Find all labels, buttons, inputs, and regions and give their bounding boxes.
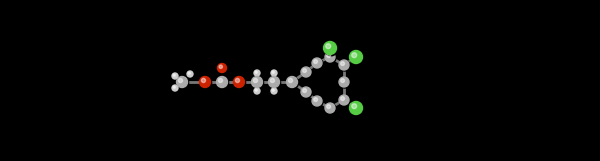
Circle shape	[251, 76, 263, 87]
Circle shape	[271, 70, 277, 76]
Circle shape	[302, 87, 312, 98]
Circle shape	[352, 104, 356, 109]
Circle shape	[254, 88, 260, 94]
Circle shape	[341, 97, 344, 100]
Circle shape	[339, 95, 349, 105]
Circle shape	[172, 73, 179, 80]
Circle shape	[254, 70, 260, 77]
Circle shape	[217, 76, 227, 87]
Circle shape	[271, 88, 278, 95]
Circle shape	[314, 60, 317, 63]
Circle shape	[218, 78, 223, 83]
Circle shape	[314, 98, 317, 101]
Circle shape	[340, 95, 350, 106]
Circle shape	[301, 67, 311, 77]
Circle shape	[340, 77, 350, 88]
Circle shape	[202, 78, 206, 83]
Circle shape	[233, 76, 245, 87]
Circle shape	[176, 76, 187, 87]
Circle shape	[177, 77, 188, 89]
Circle shape	[235, 78, 239, 83]
Circle shape	[303, 89, 307, 93]
Circle shape	[254, 70, 260, 76]
Circle shape	[178, 78, 182, 83]
Circle shape	[352, 53, 356, 58]
Circle shape	[324, 42, 338, 56]
Circle shape	[341, 62, 344, 66]
Circle shape	[339, 60, 349, 70]
Circle shape	[218, 63, 227, 72]
Circle shape	[325, 103, 335, 113]
Circle shape	[312, 58, 322, 68]
Circle shape	[323, 42, 337, 55]
Circle shape	[253, 78, 257, 83]
Circle shape	[326, 44, 331, 49]
Circle shape	[172, 85, 179, 92]
Circle shape	[349, 101, 362, 114]
Circle shape	[172, 73, 178, 79]
Circle shape	[312, 96, 322, 106]
Circle shape	[325, 52, 335, 62]
Circle shape	[313, 96, 323, 107]
Circle shape	[255, 71, 257, 73]
Circle shape	[252, 77, 263, 89]
Circle shape	[269, 77, 281, 89]
Circle shape	[188, 72, 190, 74]
Circle shape	[217, 77, 229, 89]
Circle shape	[327, 54, 331, 57]
Circle shape	[350, 51, 364, 65]
Circle shape	[272, 89, 274, 91]
Circle shape	[234, 77, 245, 89]
Circle shape	[173, 74, 175, 76]
Circle shape	[187, 71, 193, 77]
Circle shape	[287, 76, 298, 87]
Circle shape	[340, 61, 350, 71]
Circle shape	[219, 65, 223, 68]
Circle shape	[218, 64, 227, 73]
Circle shape	[302, 67, 312, 78]
Circle shape	[313, 58, 323, 69]
Circle shape	[199, 76, 211, 87]
Circle shape	[289, 78, 293, 83]
Circle shape	[301, 87, 311, 97]
Circle shape	[269, 76, 280, 87]
Circle shape	[187, 71, 194, 78]
Circle shape	[349, 51, 362, 63]
Circle shape	[172, 85, 178, 91]
Circle shape	[271, 88, 277, 94]
Circle shape	[350, 102, 364, 116]
Circle shape	[271, 78, 275, 83]
Circle shape	[254, 88, 260, 95]
Circle shape	[341, 79, 344, 82]
Circle shape	[327, 105, 331, 109]
Circle shape	[173, 86, 175, 88]
Circle shape	[339, 77, 349, 87]
Circle shape	[303, 69, 307, 72]
Circle shape	[325, 52, 336, 63]
Circle shape	[271, 70, 278, 77]
Circle shape	[255, 89, 257, 91]
Circle shape	[200, 77, 212, 89]
Circle shape	[287, 77, 299, 89]
Circle shape	[325, 104, 336, 114]
Circle shape	[272, 71, 274, 73]
